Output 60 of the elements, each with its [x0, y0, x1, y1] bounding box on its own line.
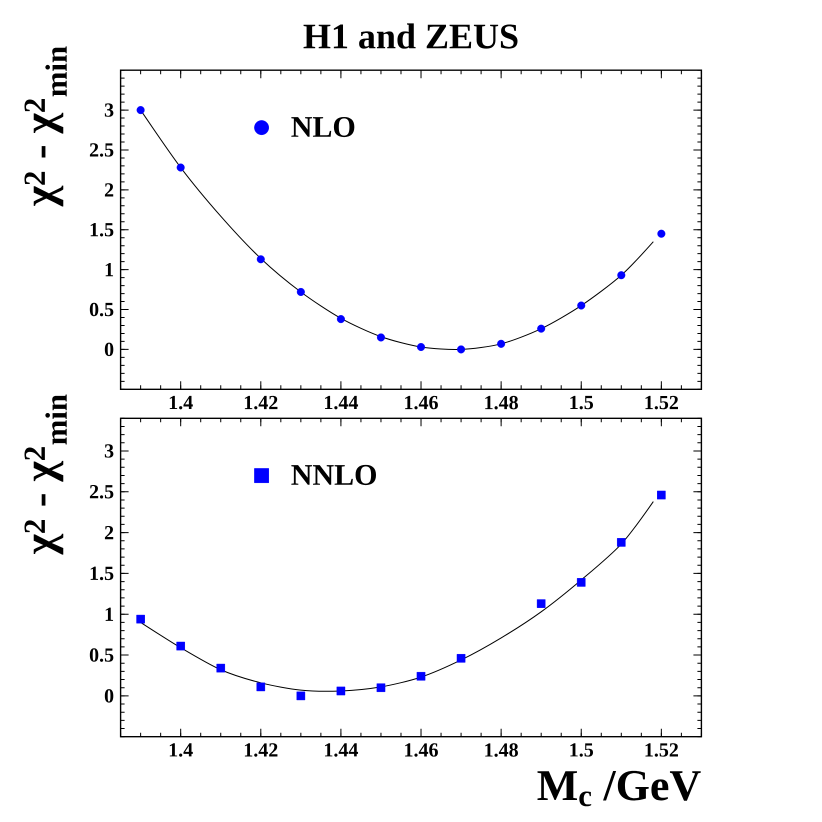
x-tick-label: 1.52 — [645, 396, 678, 410]
point — [256, 255, 265, 264]
y-tick-label: 1.5 — [90, 223, 114, 236]
legend-label: NNLO — [291, 464, 376, 486]
point — [176, 164, 185, 172]
y-tick-label: 1.5 — [90, 566, 114, 580]
y-tick-label: 3 — [104, 103, 114, 117]
y-tick-label: 2 — [104, 183, 114, 196]
y-tick-label: 0 — [104, 342, 114, 356]
y-tick-label: 2 — [104, 526, 114, 540]
y-tick-label: 1 — [106, 608, 114, 621]
y-tick-label: 3 — [104, 444, 114, 458]
point — [616, 538, 626, 547]
x-tick-label: 1.42 — [244, 743, 278, 757]
point — [537, 324, 546, 333]
x-tick-label: 1.44 — [325, 396, 358, 410]
chart-title: H1 and ZEUS — [304, 23, 518, 49]
y-tick-label: 0.5 — [90, 302, 114, 316]
point — [136, 614, 145, 624]
legend-label: NLO — [291, 116, 354, 138]
x-tick-label: 1.4 — [170, 743, 193, 757]
point — [216, 664, 226, 672]
x-tick-label: 1.4 — [170, 396, 193, 410]
point — [497, 340, 506, 348]
y-tick-label: 0 — [104, 689, 114, 703]
point — [336, 686, 346, 696]
x-tick-label: 1.48 — [485, 396, 518, 410]
point — [256, 682, 266, 692]
point — [336, 315, 345, 324]
point — [577, 302, 586, 310]
x-tick-label: 1.5 — [570, 396, 594, 410]
y-axis-title: χ$^{2}$ - χ$^{2}$min — [24, 394, 67, 555]
x-tick-label: 1.46 — [405, 743, 438, 757]
y-tick-label: 0.5 — [90, 648, 114, 662]
point — [617, 271, 626, 280]
point — [657, 230, 666, 238]
x-tick-label: 1.42 — [244, 396, 278, 410]
x-tick-label: 1.46 — [405, 396, 438, 410]
y-axis-title: χ$^{2}$ - χ$^{2}$min — [24, 46, 67, 206]
point — [456, 654, 466, 663]
point — [376, 683, 386, 692]
point — [457, 345, 466, 354]
y-tick-label: 2.5 — [90, 485, 114, 499]
y-tick-label: 1 — [106, 263, 114, 276]
point — [296, 288, 305, 296]
point — [536, 599, 546, 608]
x-tick-label: 1.5 — [570, 743, 594, 757]
x-tick-label: 1.52 — [645, 743, 678, 757]
point — [296, 692, 306, 700]
point — [176, 642, 185, 650]
point — [417, 343, 426, 352]
x-tick-label: 1.44 — [325, 743, 358, 757]
point — [576, 578, 586, 587]
point — [136, 106, 145, 114]
point — [376, 333, 385, 342]
x-tick-label: 1.48 — [485, 743, 518, 757]
point — [416, 672, 426, 681]
y-tick-label: 2.5 — [90, 143, 114, 157]
point — [657, 490, 666, 500]
x-axis-title: M$_{c}$ /GeV — [538, 770, 701, 806]
